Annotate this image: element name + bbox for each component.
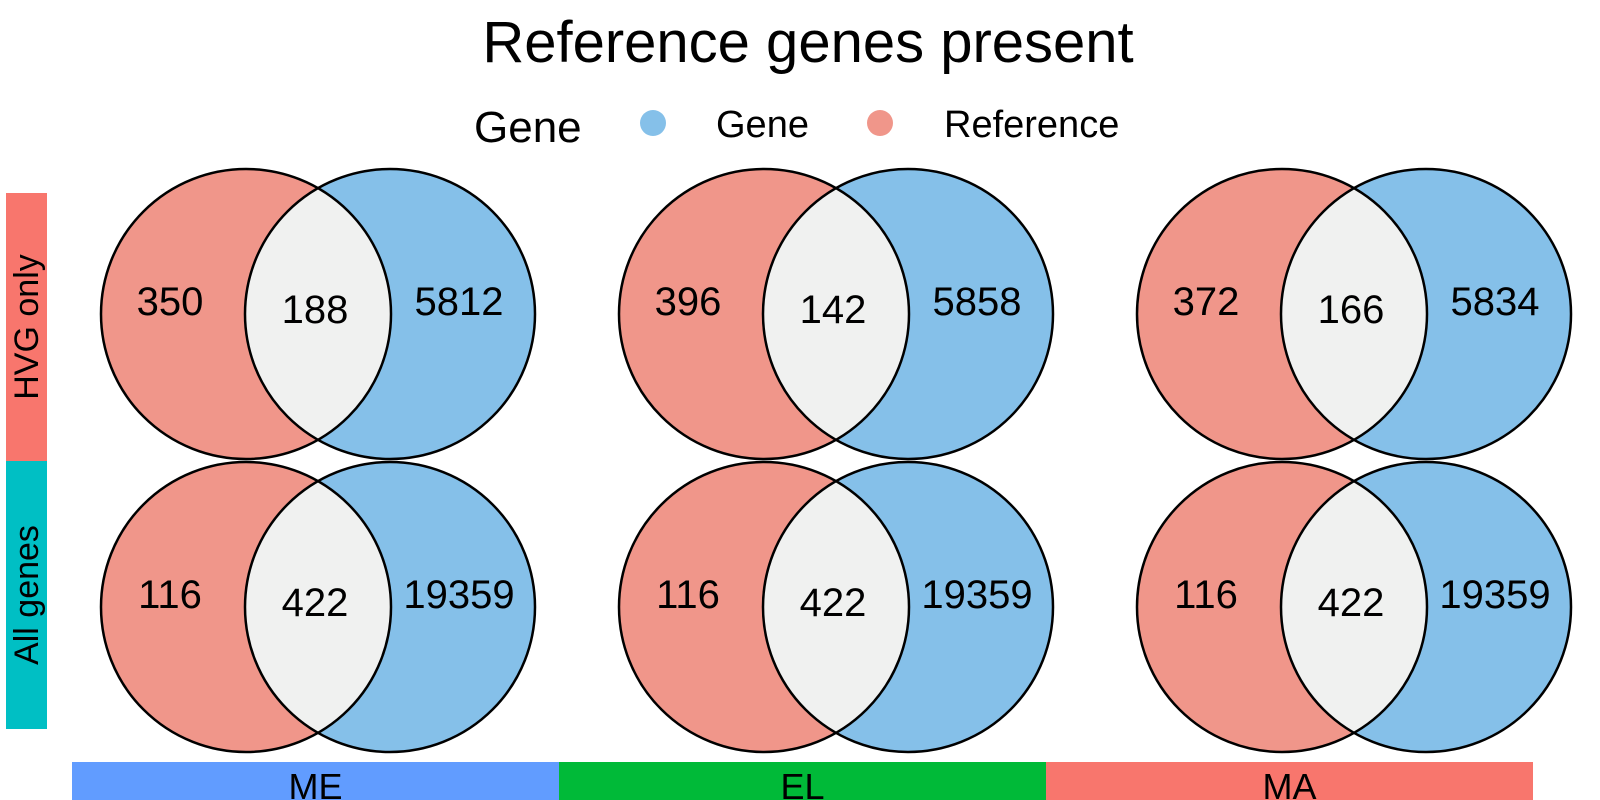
legend-title: Gene	[474, 103, 582, 152]
reference-circle-outline	[99, 460, 393, 754]
intersection-region	[245, 481, 391, 733]
venn-panel-1-1: 116 422 19359	[617, 460, 1055, 754]
gene-circle-outline	[1279, 167, 1573, 461]
reference-circle-outline	[1135, 167, 1429, 461]
reference-circle-outline	[617, 460, 911, 754]
row-strip-1: All genes	[6, 461, 47, 729]
column-strip-background	[1046, 762, 1533, 800]
gene-circle-outline	[243, 167, 537, 461]
row-strip-0: HVG only	[6, 193, 47, 461]
count-both: 142	[800, 288, 867, 332]
count-reference-only: 116	[656, 573, 720, 617]
count-reference-only: 116	[1174, 573, 1238, 617]
column-strip-1: EL	[559, 762, 1046, 800]
column-strip-2: MA	[1046, 762, 1533, 800]
count-reference-only: 350	[137, 280, 204, 324]
gene-circle-outline	[761, 460, 1055, 754]
column-strip-label: ME	[289, 766, 343, 800]
gene-circle-outline	[761, 167, 1055, 461]
row-strip-background	[6, 193, 47, 461]
row-strips: HVG only All genes	[6, 193, 47, 729]
count-gene-only: 5812	[415, 280, 504, 324]
column-strip-label: EL	[780, 766, 824, 800]
count-reference-only: 372	[1173, 280, 1240, 324]
count-both: 422	[800, 581, 867, 625]
count-reference-only: 396	[655, 280, 722, 324]
row-strip-label: All genes	[8, 525, 46, 665]
reference-circle-outline	[1135, 460, 1429, 754]
intersection-region	[1280, 188, 1427, 440]
legend: Gene Gene Reference	[474, 103, 1119, 152]
column-strip-label: MA	[1263, 766, 1317, 800]
legend-swatch-reference	[867, 110, 893, 136]
count-gene-only: 5858	[933, 280, 1022, 324]
row-strip-label: HVG only	[8, 254, 46, 400]
venn-panel-0-2: 372 166 5834	[1135, 167, 1573, 461]
count-gene-only: 5834	[1451, 280, 1540, 324]
legend-label-reference: Reference	[944, 104, 1119, 146]
count-both: 422	[1318, 581, 1385, 625]
intersection-region	[245, 188, 391, 440]
legend-label-gene: Gene	[716, 104, 809, 146]
venn-panel-0-0: 350 188 5812	[99, 167, 537, 461]
intersection-region	[1280, 481, 1427, 733]
column-strip-background	[559, 762, 1046, 800]
venn-panel-1-2: 116 422 19359	[1135, 460, 1573, 754]
count-gene-only: 19359	[403, 573, 514, 617]
count-gene-only: 19359	[921, 573, 1032, 617]
column-strip-0: ME	[72, 762, 559, 800]
venn-panel-0-1: 396 142 5858	[617, 167, 1055, 461]
legend-swatch-gene	[640, 110, 666, 136]
count-both: 422	[282, 581, 349, 625]
column-strips: ME EL MA	[72, 762, 1533, 800]
gene-circle-outline	[1279, 460, 1573, 754]
venn-panels: 350 188 5812 396 142 5858 372 166 5834 116 422 1935…	[99, 167, 1573, 754]
row-strip-background	[6, 461, 47, 729]
count-reference-only: 116	[138, 573, 202, 617]
count-both: 188	[282, 288, 349, 332]
reference-circle-outline	[617, 167, 911, 461]
venn-panel-1-0: 116 422 19359	[99, 460, 537, 754]
intersection-region	[763, 481, 909, 733]
count-both: 166	[1318, 288, 1385, 332]
count-gene-only: 19359	[1439, 573, 1550, 617]
column-strip-background	[72, 762, 559, 800]
reference-circle-outline	[99, 167, 393, 461]
gene-circle-outline	[243, 460, 537, 754]
intersection-region	[762, 188, 909, 440]
figure-title: Reference genes present	[482, 10, 1133, 75]
